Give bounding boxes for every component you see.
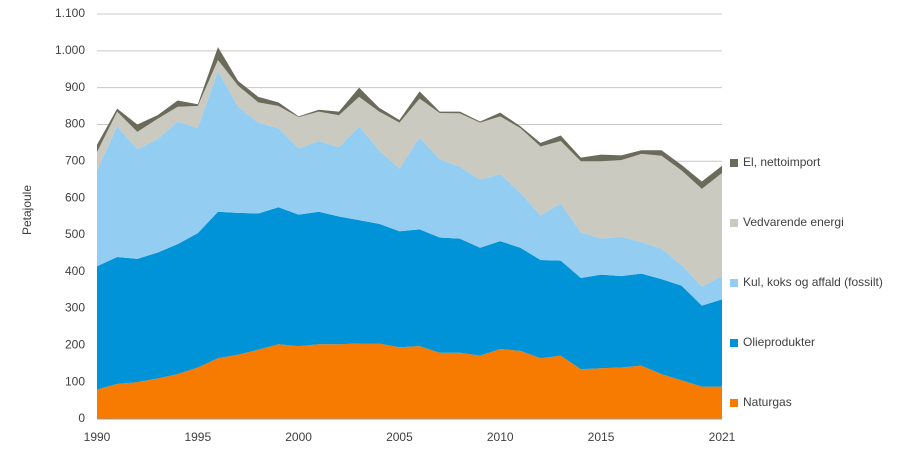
legend-swatch bbox=[730, 219, 738, 227]
area bbox=[97, 71, 722, 306]
y-tick-label: 300 bbox=[65, 301, 85, 315]
x-tick-label: 2010 bbox=[487, 430, 514, 444]
x-tick-label: 2015 bbox=[588, 430, 615, 444]
x-tick-label: 2005 bbox=[386, 430, 413, 444]
legend-label: Naturgas bbox=[743, 395, 792, 409]
legend-swatch bbox=[730, 279, 738, 287]
x-tick-label: 1995 bbox=[184, 430, 211, 444]
legend-swatch bbox=[730, 339, 738, 347]
y-tick-label: 200 bbox=[65, 338, 85, 352]
y-tick-label: 1.000 bbox=[55, 43, 85, 57]
x-tick-label: 2000 bbox=[285, 430, 312, 444]
legend-label: Vedvarende energi bbox=[743, 215, 844, 229]
legend-swatch bbox=[730, 399, 738, 407]
area bbox=[97, 60, 722, 287]
y-tick-label: 700 bbox=[65, 153, 85, 167]
legend-swatch bbox=[730, 159, 738, 167]
y-tick-label: 500 bbox=[65, 227, 85, 241]
area bbox=[97, 207, 722, 390]
y-tick-label: 400 bbox=[65, 264, 85, 278]
y-tick-label: 1.100 bbox=[55, 6, 85, 20]
legend-label: El, nettoimport bbox=[743, 155, 821, 169]
legend-label: Kul, koks og affald (fossilt) bbox=[743, 275, 883, 289]
y-axis-label: Petajoule bbox=[20, 185, 34, 235]
y-tick-label: 600 bbox=[65, 190, 85, 204]
legend-label: Olieprodukter bbox=[743, 335, 815, 349]
area bbox=[97, 343, 722, 419]
y-tick-label: 0 bbox=[78, 411, 85, 425]
y-tick-label: 800 bbox=[65, 117, 85, 131]
y-tick-label: 900 bbox=[65, 80, 85, 94]
x-tick-label: 2021 bbox=[709, 430, 736, 444]
y-tick-label: 100 bbox=[65, 374, 85, 388]
x-tick-label: 1990 bbox=[84, 430, 111, 444]
